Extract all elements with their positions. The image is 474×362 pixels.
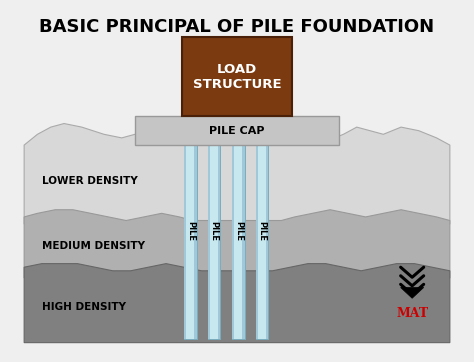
Polygon shape: [24, 264, 450, 343]
Text: PILE: PILE: [186, 221, 195, 241]
Text: PILE: PILE: [210, 221, 219, 241]
Bar: [184, 145, 197, 339]
Bar: [232, 145, 245, 339]
Polygon shape: [24, 123, 450, 228]
Text: PILE CAP: PILE CAP: [209, 126, 265, 136]
Bar: [255, 145, 258, 339]
Bar: [135, 116, 339, 145]
Text: LOWER DENSITY: LOWER DENSITY: [42, 176, 137, 186]
Bar: [218, 145, 220, 339]
Bar: [255, 145, 268, 339]
Bar: [182, 37, 292, 116]
Bar: [208, 145, 210, 339]
Bar: [232, 145, 234, 339]
Text: BASIC PRINCIPAL OF PILE FOUNDATION: BASIC PRINCIPAL OF PILE FOUNDATION: [39, 17, 435, 35]
Text: MEDIUM DENSITY: MEDIUM DENSITY: [42, 241, 145, 251]
Bar: [266, 145, 268, 339]
Text: LOAD
STRUCTURE: LOAD STRUCTURE: [193, 63, 281, 91]
Text: HIGH DENSITY: HIGH DENSITY: [42, 302, 126, 312]
Text: PILE: PILE: [234, 221, 243, 241]
Bar: [208, 145, 220, 339]
Bar: [184, 145, 186, 339]
Polygon shape: [24, 210, 450, 278]
Text: PILE: PILE: [257, 221, 266, 241]
Text: MAT: MAT: [396, 307, 428, 320]
Bar: [194, 145, 197, 339]
Polygon shape: [401, 287, 424, 298]
Bar: [242, 145, 245, 339]
